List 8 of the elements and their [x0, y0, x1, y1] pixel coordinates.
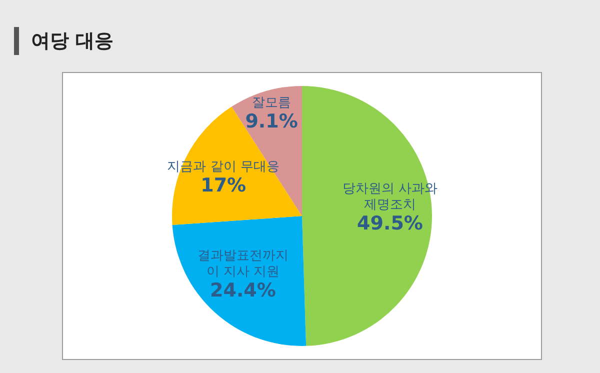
data-label: 17% [200, 174, 246, 197]
slice-label: 잘모름 [252, 95, 292, 110]
chart-title: 여당 대응 [31, 29, 114, 54]
data-label: 9.1% [245, 110, 298, 132]
data-label: 24.4% [210, 279, 276, 302]
slice-label: 결과발표전까지 이 지사 지원 [197, 248, 288, 280]
data-label: 49.5% [357, 212, 423, 235]
pie-slice [172, 216, 306, 346]
